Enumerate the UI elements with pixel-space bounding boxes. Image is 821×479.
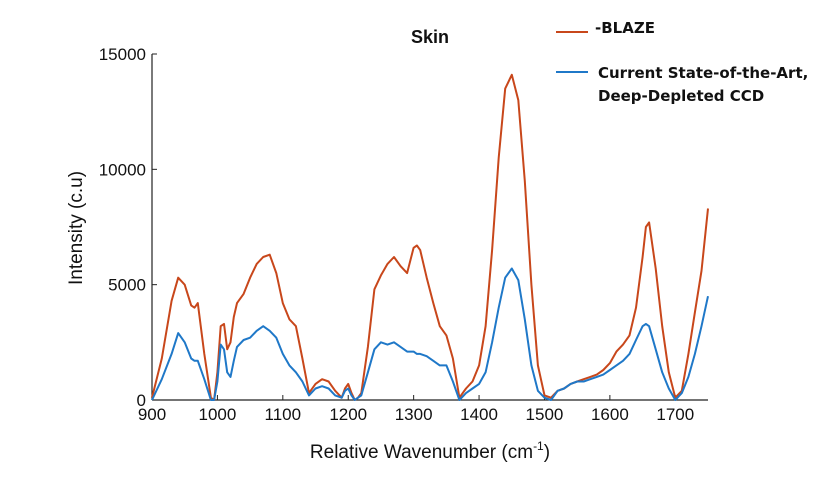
y-tick-label: 5000 bbox=[108, 276, 146, 295]
axis-ticks: 900 1000 1100 1200 1300 1400 1500 1600 1700 0 5000… bbox=[99, 45, 694, 424]
chart-title: Skin bbox=[411, 27, 449, 47]
x-tick-label: 1300 bbox=[395, 405, 433, 424]
y-tick-label: 0 bbox=[137, 391, 146, 410]
x-axis-title: Relative Wavenumber (cm-1) bbox=[310, 439, 550, 463]
x-tick-label: 1700 bbox=[656, 405, 694, 424]
legend-entry-ccd: Current State-of-the-Art, Deep-Depleted C… bbox=[556, 64, 808, 105]
legend-label-ccd-line2: Deep-Depleted CCD bbox=[598, 87, 764, 105]
x-tick-label: 1400 bbox=[460, 405, 498, 424]
y-tick-label: 15000 bbox=[99, 45, 146, 64]
x-axis-title-suffix: ) bbox=[544, 442, 550, 463]
x-tick-label: 1000 bbox=[198, 405, 236, 424]
x-tick-label: 1600 bbox=[591, 405, 629, 424]
x-tick-label: 900 bbox=[138, 405, 166, 424]
plot-area: 900 1000 1100 1200 1300 1400 1500 1600 1700 0 5000… bbox=[99, 45, 709, 424]
y-tick-label: 10000 bbox=[99, 160, 146, 179]
legend-label-blaze: -BLAZE bbox=[595, 19, 655, 37]
y-axis-title: Intensity (c.u) bbox=[66, 171, 87, 285]
x-tick-label: 1100 bbox=[265, 405, 302, 424]
series-layer bbox=[151, 73, 709, 401]
x-axis-title-main: Relative Wavenumber (cm bbox=[310, 442, 533, 463]
legend-label-ccd: Current State-of-the-Art, Deep-Depleted C… bbox=[598, 64, 808, 105]
x-tick-label: 1200 bbox=[329, 405, 367, 424]
x-axis-title-sup: -1 bbox=[533, 439, 544, 453]
legend-label-ccd-line1: Current State-of-the-Art, bbox=[598, 64, 808, 82]
series-line-blaze bbox=[151, 73, 709, 401]
series-line-ccd bbox=[151, 267, 709, 401]
legend: -BLAZE Current State-of-the-Art, Deep-Dep… bbox=[556, 19, 808, 105]
legend-entry-blaze: -BLAZE bbox=[556, 19, 655, 37]
x-tick-label: 1500 bbox=[526, 405, 564, 424]
